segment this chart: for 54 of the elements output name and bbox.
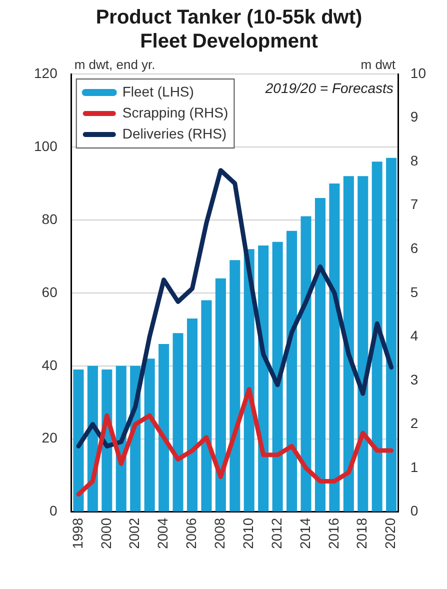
bar [286, 230, 298, 512]
y-tick-label: 120 [34, 64, 58, 81]
x-tick-label: 1998 [69, 518, 86, 550]
bar [358, 176, 368, 512]
bar [215, 278, 226, 512]
annotation: 2019/20 = Forecasts [264, 80, 394, 96]
y-tick-label: 60 [42, 284, 58, 300]
y2-tick-label: 0 [410, 502, 418, 519]
y-tick-label: 100 [34, 138, 58, 154]
x-tick-label: 2002 [126, 518, 142, 550]
y2-tick-label: 10 [410, 64, 426, 81]
bar [73, 370, 84, 512]
x-tick-label: 2008 [212, 518, 228, 550]
y-tick-label: 40 [42, 356, 58, 373]
y2-tick-label: 8 [410, 152, 418, 168]
bar [272, 242, 283, 512]
y2-axis-title: m dwt [360, 57, 396, 72]
bar [314, 198, 326, 512]
y-axis-title: m dwt, end yr. [74, 57, 156, 72]
bar [372, 162, 382, 512]
bar [329, 183, 340, 512]
x-tick-label: 2006 [183, 518, 200, 550]
y2-tick-label: 1 [410, 458, 418, 475]
legend-label: Deliveries (RHS) [122, 125, 227, 142]
bar [343, 176, 354, 512]
x-tick-label: 2010 [240, 518, 256, 550]
chart-title: Product Tanker (10-55k dwt) Fleet Development [96, 6, 362, 53]
bar [158, 344, 170, 512]
y2-tick-label: 9 [410, 108, 418, 125]
x-tick-label: 2000 [98, 518, 114, 550]
x-tick-label: 2020 [382, 518, 398, 550]
bar [144, 358, 155, 512]
bar [172, 333, 184, 512]
x-tick-label: 2014 [296, 518, 313, 550]
y2-tick-label: 3 [410, 371, 418, 388]
bar [186, 318, 198, 512]
bar [300, 216, 312, 512]
legend-label: Fleet (LHS) [122, 83, 194, 100]
x-tick-label: 2012 [268, 518, 284, 550]
y2-tick-label: 7 [410, 196, 418, 212]
legend-label: Scrapping (RHS) [122, 104, 228, 120]
bar [201, 300, 212, 512]
y-tick-label: 20 [42, 430, 58, 446]
x-tick-label: 2004 [154, 518, 171, 550]
y2-tick-label: 2 [410, 415, 418, 432]
y-tick-label: 0 [50, 502, 58, 519]
y-tick-label: 80 [42, 210, 58, 227]
y2-tick-label: 5 [410, 284, 418, 300]
y2-tick-label: 4 [410, 328, 418, 344]
x-tick-label: 2016 [325, 518, 342, 550]
bar [230, 260, 240, 512]
x-tick-label: 2018 [354, 518, 370, 550]
y2-tick-label: 6 [410, 240, 418, 256]
bar [386, 158, 397, 512]
